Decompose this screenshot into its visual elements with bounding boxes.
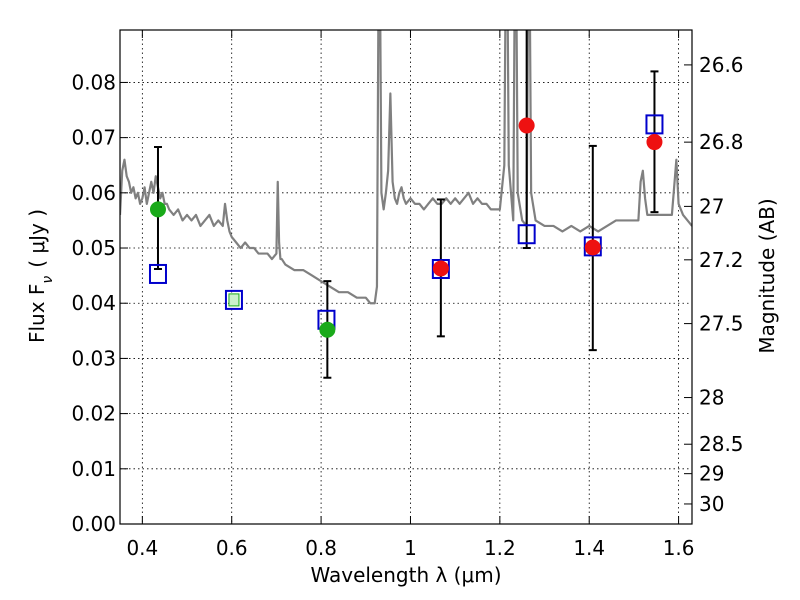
x-tick-label: 0.8 [305, 536, 337, 560]
observed-points-layer [149, 117, 663, 338]
x-tick-label: 0.4 [126, 536, 158, 560]
axis-ticks: 0.4 0.6 0.8 1 1.2 1.4 1.6 0.00 0.01 0.02 0.03 0.04 0… [71, 30, 744, 560]
y-tick-label: 0.06 [71, 181, 116, 205]
model-photometry-square [517, 224, 536, 245]
y-tick-label: 0.02 [71, 402, 116, 426]
model-spectrum-line [120, 30, 692, 305]
y-tick-label: 0.01 [71, 457, 116, 481]
x-tick-label: 0.6 [216, 536, 248, 560]
x-tick-label: 1.6 [663, 536, 695, 560]
plot-frame [119, 29, 693, 525]
model-spectrum-layer [120, 30, 692, 305]
red-data-point [584, 239, 601, 256]
y-tick-label: 0.07 [71, 126, 116, 150]
y-tick-label: 0.03 [71, 346, 116, 370]
model-photometry-square [148, 263, 167, 284]
red-data-point [518, 117, 535, 134]
y-tick-label: 0.04 [71, 291, 116, 315]
model-photometry-square [431, 258, 450, 279]
mag-tick-label: 29 [699, 462, 724, 486]
x-tick-label: 1.4 [573, 536, 605, 560]
green-data-point [319, 321, 336, 338]
mag-tick-label: 27 [699, 194, 724, 218]
red-data-point [432, 260, 449, 277]
mag-tick-label: 28.5 [699, 432, 744, 456]
model-photometry-square [645, 114, 664, 135]
y-tick-label: 0.08 [71, 70, 116, 94]
y-tick-label: 0.05 [71, 236, 116, 260]
x-tick-label: 1.2 [484, 536, 516, 560]
mag-tick-label: 27.2 [699, 248, 744, 272]
mag-tick-label: 26.6 [699, 53, 744, 77]
red-data-point [646, 134, 663, 151]
mag-tick-label: 28 [699, 386, 724, 410]
mag-tick-label: 26.8 [699, 130, 744, 154]
green-data-point [149, 201, 166, 218]
x-axis-label: Wavelength λ (μm) [310, 563, 501, 587]
y-axis-label: Flux Fν( μJy ) [25, 209, 56, 343]
model-photometry-square [224, 289, 243, 310]
mag-tick-label: 30 [699, 492, 724, 516]
y-tick-label: 0.00 [71, 512, 116, 536]
x-tick-label: 1 [404, 536, 417, 560]
green-inner-square [228, 293, 240, 307]
right-axis-label: Magnitude (AB) [755, 198, 779, 353]
mag-tick-label: 27.5 [699, 312, 744, 336]
